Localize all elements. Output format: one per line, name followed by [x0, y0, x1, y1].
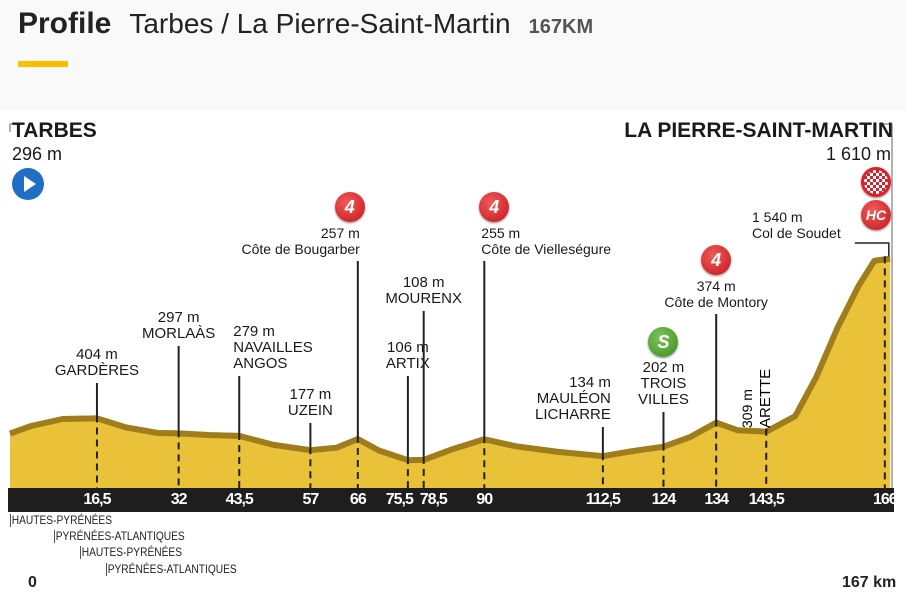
- x-tick-label: 32: [170, 491, 188, 508]
- point-altitude: 108 m: [402, 274, 445, 291]
- point-altitude: 1 540 m: [752, 209, 803, 225]
- point-altitude: 309 m: [739, 389, 755, 428]
- point-label-arette: 309 m: [739, 389, 755, 428]
- point-label: 279 m NAVAILLES ANGOS: [233, 324, 312, 372]
- point-name: Col de Soudet: [752, 225, 841, 241]
- point-name-arette: ARETTE: [757, 368, 774, 428]
- x-tick-label: 124: [651, 491, 677, 508]
- point-label: 404 m GARDÈRES: [55, 347, 139, 379]
- axis-end-label: 167 km: [842, 574, 897, 591]
- point-name: Côte de Montory: [664, 294, 768, 310]
- department-label: HAUTES-PYRÉNÉES: [80, 545, 183, 559]
- title-underline: [18, 61, 68, 67]
- point-name: MAULÉON: [536, 390, 611, 407]
- point-name: TROIS: [640, 375, 687, 392]
- x-tick-label: 134: [704, 491, 729, 508]
- point-name: UZEIN: [287, 402, 333, 419]
- chart-frame: [9, 123, 893, 488]
- point-altitude: 134 m: [569, 374, 611, 391]
- x-tick-label: 66: [349, 491, 367, 508]
- point-name: Côte de Bougarber: [241, 241, 360, 257]
- point-label: 108 m MOURENX: [385, 275, 462, 307]
- sprint-badge: S: [648, 327, 679, 357]
- point-name-line2: LICHARRE: [535, 406, 611, 423]
- start-altitude: 296 m: [12, 144, 63, 164]
- profile-svg: [8, 123, 894, 512]
- point-name: MOURENX: [385, 290, 463, 307]
- point-altitude: 404 m: [76, 346, 118, 363]
- page-title: Profile: [18, 7, 112, 40]
- page-header: Profile Tarbes / La Pierre-Saint-Martin …: [18, 6, 593, 45]
- point-altitude: 177 m: [289, 386, 332, 403]
- km-bar: [8, 488, 894, 512]
- department-label: PYRÉNÉES-ATLANTIQUES: [54, 529, 185, 543]
- x-tick-label: 43,5: [225, 491, 254, 508]
- point-label-col-de-soudet: 1 540 m Col de Soudet: [752, 209, 841, 241]
- point-altitude: 257 m: [320, 225, 360, 241]
- point-name: GARDÈRES: [54, 362, 140, 379]
- point-label: 255 m Côte de Vielleségure: [481, 225, 611, 257]
- point-name: ARTIX: [385, 355, 430, 372]
- point-label: 297 m MORLAÀS: [142, 310, 215, 342]
- terrain-area: [10, 255, 891, 488]
- category-4-badge: 4: [479, 192, 510, 222]
- hc-category-badge: HC: [861, 200, 891, 230]
- department-label: HAUTES-PYRÉNÉES: [10, 513, 113, 527]
- point-leader-line: [854, 242, 890, 257]
- x-tick-label: 75,5: [385, 491, 414, 508]
- terrain-ridge: [8, 255, 891, 464]
- point-altitude: 374 m: [696, 278, 736, 294]
- x-tick-label: 143,5: [748, 491, 785, 508]
- x-tick-label: 112,5: [585, 491, 621, 508]
- point-label: 177 m UZEIN: [288, 387, 333, 419]
- point-name-line2: ANGOS: [233, 355, 288, 372]
- point-label: 134 m MAULÉON LICHARRE: [535, 375, 611, 423]
- stage-route: Tarbes / La Pierre-Saint-Martin: [129, 8, 511, 39]
- point-name: MORLAÀS: [141, 325, 216, 342]
- point-altitude: 255 m: [481, 225, 521, 241]
- x-tick-label: 166: [872, 491, 898, 508]
- department-label: PYRÉNÉES-ATLANTIQUES: [106, 562, 237, 576]
- category-4-badge: 4: [701, 245, 732, 275]
- x-tick-label: 57: [302, 491, 319, 508]
- point-altitude: 202 m: [642, 359, 685, 376]
- start-name: TARBES: [12, 119, 97, 142]
- point-name: Côte de Vielleségure: [481, 241, 612, 257]
- axis-start-label: 0: [28, 574, 37, 591]
- point-label: 202 m TROIS VILLES: [638, 360, 689, 408]
- start-play-icon: [12, 168, 44, 200]
- x-tick-label: 90: [476, 491, 493, 508]
- finish-flag-icon: [861, 167, 891, 197]
- x-tick-label: 78,5: [419, 491, 448, 508]
- point-altitude: 297 m: [157, 309, 200, 326]
- point-name: NAVAILLES: [233, 339, 313, 356]
- elevation-profile-chart: TARBES 296 m LA PIERRE-SAINT-MARTIN 1 61…: [0, 110, 905, 600]
- x-tick-label: 16,5: [83, 491, 111, 508]
- finish-name: LA PIERRE-SAINT-MARTIN: [624, 119, 893, 142]
- point-altitude: 106 m: [387, 339, 429, 356]
- category-4-badge: 4: [334, 192, 365, 222]
- stage-distance: 167KM: [528, 16, 594, 38]
- point-label: 106 m ARTIX: [386, 340, 430, 372]
- point-label: 374 m Côte de Montory: [664, 278, 768, 310]
- point-name-line2: VILLES: [638, 391, 689, 408]
- point-label: 257 m Côte de Bougarber: [242, 225, 360, 257]
- finish-altitude: 1 610 m: [825, 144, 891, 164]
- point-altitude: 279 m: [233, 323, 275, 340]
